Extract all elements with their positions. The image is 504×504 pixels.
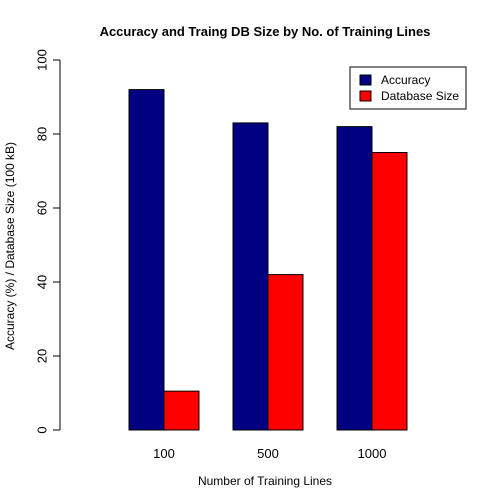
bar-database-size-1000 (371, 152, 408, 431)
legend-box (349, 66, 467, 110)
x-tick-label: 100 (153, 446, 175, 461)
legend-label: Database Size (381, 89, 459, 103)
y-tick-label: 100 (35, 49, 50, 71)
y-axis-label: Accuracy (%) / Database Size (100 kB) (3, 142, 17, 350)
y-tick-label: 0 (35, 426, 50, 433)
x-axis-label: Number of Training Lines (198, 474, 332, 488)
y-axis: 0 20 40 60 80 100 (35, 49, 61, 434)
legend-label: Accuracy (381, 73, 430, 87)
legend-swatch (359, 74, 372, 86)
bar-database-size-500 (267, 274, 304, 431)
bars-group (128, 89, 408, 431)
y-tick-label: 20 (35, 349, 50, 363)
bar-accuracy-500 (232, 122, 269, 431)
y-tick-label: 40 (35, 275, 50, 289)
x-tick-labels: 100 500 1000 (153, 446, 386, 461)
x-tick-label: 1000 (358, 446, 387, 461)
bar-accuracy-1000 (336, 126, 373, 431)
bar-accuracy-100 (128, 89, 165, 431)
chart-title: Accuracy and Traing DB Size by No. of Tr… (100, 24, 431, 39)
legend: Accuracy Database Size (349, 66, 467, 110)
y-tick-label: 80 (35, 127, 50, 141)
legend-swatch (359, 90, 372, 102)
y-tick-label: 60 (35, 201, 50, 215)
bar-database-size-100 (163, 390, 200, 431)
x-tick-label: 500 (257, 446, 279, 461)
